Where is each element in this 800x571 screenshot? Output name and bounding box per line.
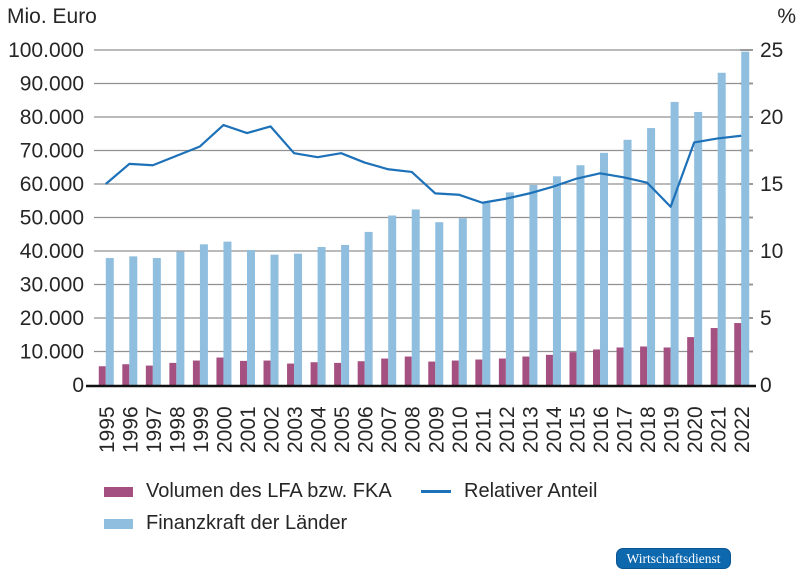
svg-text:2013: 2013 <box>519 406 542 453</box>
svg-text:1995: 1995 <box>96 406 119 453</box>
svg-text:10: 10 <box>760 240 783 263</box>
legend-item-anteil: Relativer Anteil <box>421 480 597 503</box>
svg-text:90.000: 90.000 <box>20 73 84 96</box>
svg-text:1996: 1996 <box>119 406 142 453</box>
svg-text:2004: 2004 <box>308 406 331 453</box>
svg-text:2014: 2014 <box>543 406 566 453</box>
svg-text:20: 20 <box>760 106 783 129</box>
legend-label-finanzkraft: Finanzkraft der Länder <box>146 512 348 534</box>
svg-text:2016: 2016 <box>590 406 613 453</box>
svg-text:2000: 2000 <box>213 406 236 453</box>
svg-text:50.000: 50.000 <box>20 207 84 230</box>
svg-text:2002: 2002 <box>261 406 284 453</box>
svg-text:80.000: 80.000 <box>20 106 84 129</box>
svg-text:5: 5 <box>760 307 772 330</box>
svg-text:60.000: 60.000 <box>20 173 84 196</box>
svg-text:2003: 2003 <box>284 406 307 453</box>
svg-text:1998: 1998 <box>166 406 189 453</box>
svg-text:1999: 1999 <box>190 406 213 453</box>
svg-text:25: 25 <box>760 39 783 62</box>
legend-item-finanzkraft: Finanzkraft der Länder <box>104 512 347 535</box>
left-axis-title: Mio. Euro <box>7 5 97 28</box>
svg-text:2017: 2017 <box>614 406 637 453</box>
svg-text:2019: 2019 <box>661 406 684 453</box>
svg-text:2009: 2009 <box>425 406 448 453</box>
svg-text:40.000: 40.000 <box>20 240 84 263</box>
svg-text:2011: 2011 <box>472 408 495 453</box>
legend-label-anteil: Relativer Anteil <box>464 480 598 502</box>
svg-text:2015: 2015 <box>566 406 589 453</box>
legend-swatch-volumen <box>104 486 133 497</box>
legend-line-swatch-anteil <box>421 490 451 493</box>
svg-text:2010: 2010 <box>449 406 472 453</box>
legend-item-volumen: Volumen des LFA bzw. FKA <box>104 480 392 503</box>
svg-text:15: 15 <box>760 173 783 196</box>
svg-text:2020: 2020 <box>684 406 707 453</box>
svg-text:0: 0 <box>72 374 84 397</box>
legend-swatch-finanzkraft <box>104 518 133 529</box>
svg-text:2007: 2007 <box>378 406 401 453</box>
chart-svg: 0 10.000 20.000 30.000 40.000 50.000 60.000 70.… <box>8 39 783 453</box>
svg-text:1997: 1997 <box>143 406 166 453</box>
svg-text:2008: 2008 <box>402 406 425 453</box>
svg-text:0: 0 <box>760 374 772 397</box>
svg-text:2005: 2005 <box>331 406 354 453</box>
svg-text:2018: 2018 <box>637 406 660 453</box>
svg-text:2006: 2006 <box>355 406 378 453</box>
badge-wirtschaftsdienst: Wirtschaftsdienst <box>616 548 731 569</box>
svg-text:2022: 2022 <box>731 406 754 453</box>
svg-text:2012: 2012 <box>496 406 519 453</box>
legend-label-volumen: Volumen des LFA bzw. FKA <box>146 480 392 502</box>
svg-text:70.000: 70.000 <box>20 140 84 163</box>
svg-text:30.000: 30.000 <box>20 274 84 297</box>
right-axis-title: % <box>777 5 796 28</box>
svg-text:2021: 2021 <box>708 406 731 453</box>
svg-text:2001: 2001 <box>237 406 260 453</box>
svg-text:20.000: 20.000 <box>20 307 84 330</box>
svg-text:100.000: 100.000 <box>8 39 84 62</box>
svg-text:10.000: 10.000 <box>20 341 84 364</box>
